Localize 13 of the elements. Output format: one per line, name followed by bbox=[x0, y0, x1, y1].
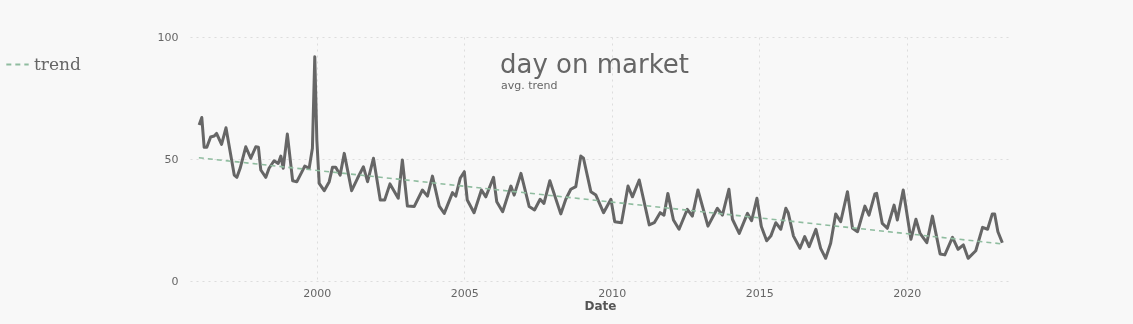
y-tick-label: 0 bbox=[171, 274, 179, 288]
x-tick-label: 2005 bbox=[450, 286, 479, 300]
x-tick-label: 2010 bbox=[598, 286, 627, 300]
line-series bbox=[197, 55, 1004, 260]
x-tick-label: 2015 bbox=[745, 286, 774, 300]
y-tick-label: 50 bbox=[164, 152, 179, 166]
y-tick-label: 100 bbox=[157, 30, 179, 44]
x-tick-label: 2020 bbox=[893, 286, 922, 300]
x-axis-title: Date bbox=[584, 298, 617, 313]
x-tick-label: 2000 bbox=[303, 286, 332, 300]
legend-label: trend bbox=[34, 53, 81, 74]
text: day on market bbox=[500, 49, 690, 79]
text: avg. trend bbox=[501, 79, 558, 92]
